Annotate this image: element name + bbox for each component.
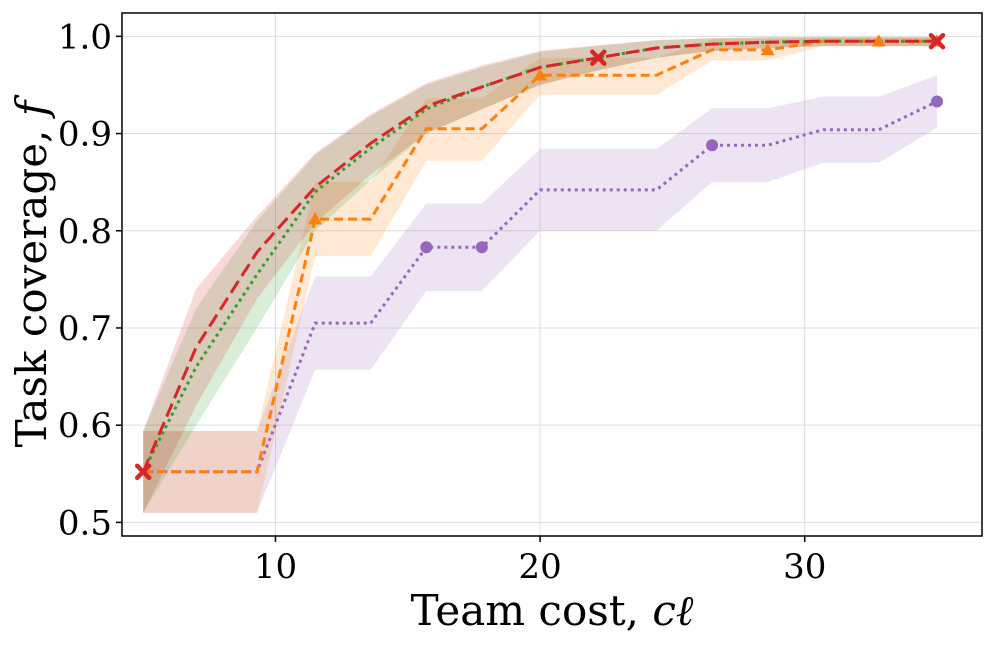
marker-purple-dotted <box>475 241 488 254</box>
band-purple-dotted <box>143 75 937 513</box>
band-green-dotted <box>143 37 937 513</box>
marker-red-dashed <box>134 463 152 481</box>
y-axis-label-text: Task coverage, <box>7 116 56 447</box>
y-tick-label: 0.9 <box>58 115 112 155</box>
marker-red-dashed <box>928 32 946 50</box>
grid-lines <box>122 13 982 536</box>
y-axis-label-symbol: f <box>7 94 56 119</box>
y-tick-label: 0.7 <box>58 309 112 349</box>
x-tick-label: 20 <box>518 547 561 587</box>
y-tick-label: 0.6 <box>58 406 112 446</box>
series-markers <box>134 32 946 481</box>
line-purple-dotted <box>143 100 938 474</box>
x-axis-ticks: 10 20 30 <box>254 536 826 587</box>
x-axis-label: Team cost, cℓ <box>411 586 694 635</box>
series-lines <box>141 39 938 474</box>
plot-frame <box>121 12 983 537</box>
y-tick-label: 1.0 <box>58 17 112 57</box>
marker-orange-dashed <box>871 34 886 47</box>
y-axis-ticks: 0.5 0.6 0.7 0.8 0.9 1.0 <box>58 17 122 543</box>
band-red-dashed <box>143 37 937 513</box>
x-axis-label-text: Team cost, <box>411 586 653 635</box>
marker-purple-dotted <box>931 95 944 108</box>
y-tick-label: 0.5 <box>58 503 112 543</box>
x-tick-label: 30 <box>783 547 826 587</box>
marker-red-dashed <box>590 49 607 66</box>
marker-purple-dotted <box>706 139 719 152</box>
y-axis-label: Task coverage, f <box>7 94 56 447</box>
marker-orange-dashed <box>308 212 323 225</box>
marker-orange-dashed <box>760 42 775 56</box>
marker-purple-dotted <box>420 241 433 254</box>
x-axis-label-symbol: cℓ <box>652 586 694 635</box>
y-tick-label: 0.8 <box>58 212 112 252</box>
x-tick-label: 10 <box>254 547 297 587</box>
line-orange-dashed <box>143 39 937 474</box>
line-red-dashed <box>141 39 937 473</box>
marker-orange-dashed <box>533 68 548 81</box>
